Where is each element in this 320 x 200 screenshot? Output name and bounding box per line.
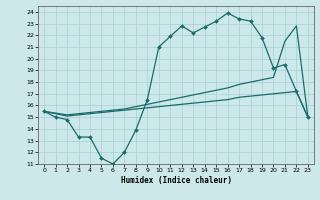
X-axis label: Humidex (Indice chaleur): Humidex (Indice chaleur) — [121, 176, 231, 185]
